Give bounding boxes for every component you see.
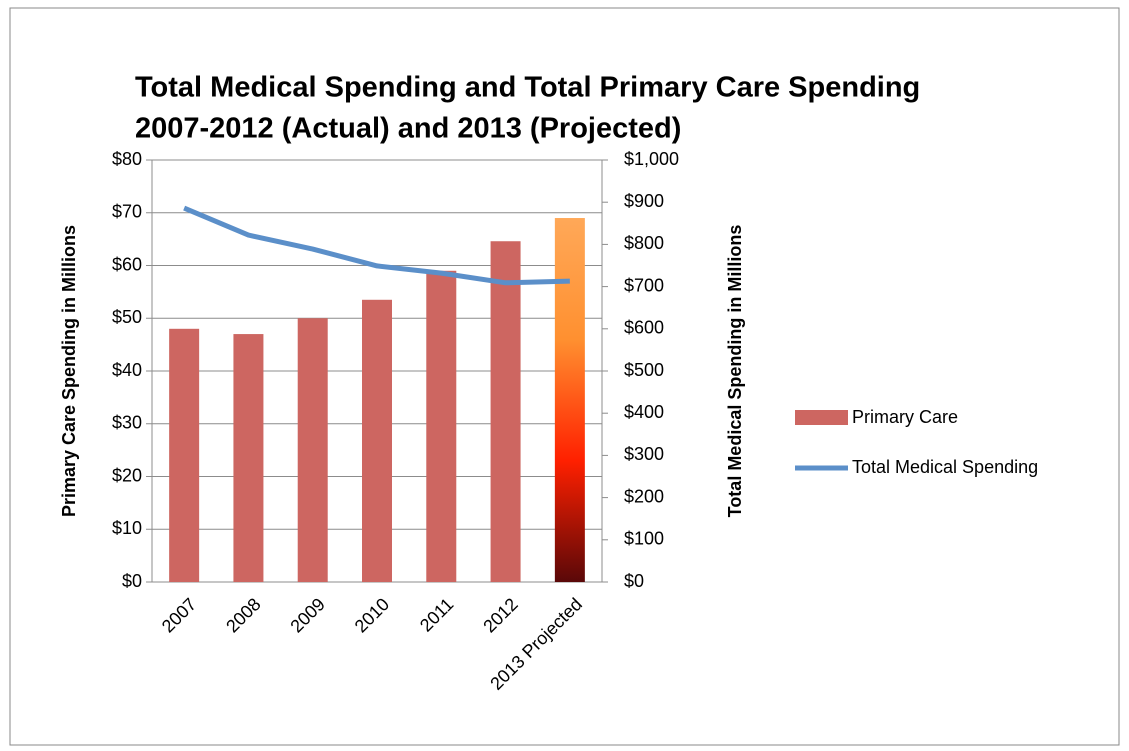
legend-swatch bbox=[795, 410, 848, 425]
bar bbox=[362, 299, 392, 582]
y2-tick-label: $300 bbox=[624, 444, 664, 464]
y-tick-label: $10 bbox=[112, 518, 142, 538]
y2-tick-label: $200 bbox=[624, 486, 664, 506]
y-tick-label: $20 bbox=[112, 465, 142, 485]
line bbox=[183, 205, 570, 286]
y-tick-label: $0 bbox=[122, 571, 142, 591]
bar bbox=[426, 270, 457, 582]
y2-tick-label: $400 bbox=[624, 402, 664, 422]
bar bbox=[297, 318, 328, 582]
bar bbox=[169, 328, 200, 582]
y2-tick-label: $1,000 bbox=[624, 149, 679, 169]
chart-title: Total Medical Spending and Total Primary… bbox=[135, 72, 920, 104]
y-tick-label: $50 bbox=[112, 307, 142, 327]
bar bbox=[233, 334, 264, 582]
chart-title: 2007-2012 (Actual) and 2013 (Projected) bbox=[135, 113, 681, 145]
y2-tick-label: $700 bbox=[624, 275, 664, 295]
y-tick-label: $40 bbox=[112, 360, 142, 380]
y-tick-label: $60 bbox=[112, 254, 142, 274]
bar bbox=[554, 218, 585, 582]
legend-label: Primary Care bbox=[852, 407, 958, 427]
y2-tick-label: $600 bbox=[624, 318, 664, 338]
y2-axis-title: Total Medical Spending in Millions bbox=[725, 225, 745, 518]
y-axis-title: Primary Care Spending in Millions bbox=[59, 225, 79, 517]
y2-tick-label: $500 bbox=[624, 360, 664, 380]
y2-tick-label: $100 bbox=[624, 529, 664, 549]
y-tick-label: $80 bbox=[112, 149, 142, 169]
y2-tick-label: $900 bbox=[624, 191, 664, 211]
bar bbox=[490, 241, 521, 583]
y2-tick-label: $0 bbox=[624, 571, 644, 591]
y2-tick-label: $800 bbox=[624, 233, 664, 253]
y-tick-label: $30 bbox=[112, 413, 142, 433]
y-tick-label: $70 bbox=[112, 202, 142, 222]
legend-label: Total Medical Spending bbox=[852, 457, 1038, 477]
